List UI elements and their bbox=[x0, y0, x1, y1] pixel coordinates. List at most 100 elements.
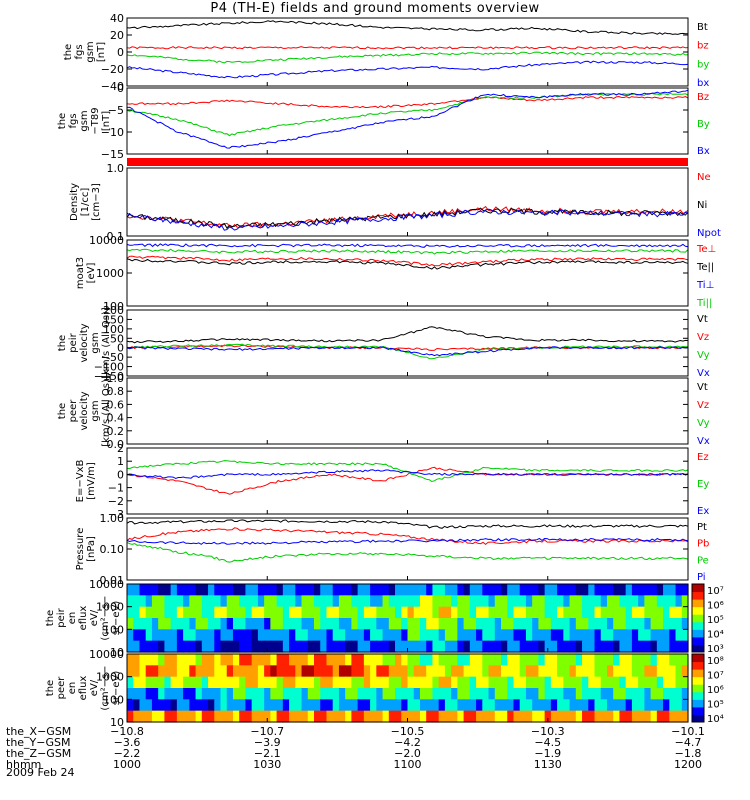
heatmap-cell bbox=[251, 640, 259, 653]
heatmap-cell bbox=[476, 606, 483, 619]
heatmap-cell bbox=[557, 618, 564, 630]
heatmap-cell bbox=[245, 584, 253, 596]
heatmap-cell bbox=[370, 654, 377, 666]
heatmap-cell bbox=[444, 595, 452, 608]
heatmap-cell bbox=[351, 654, 359, 666]
heatmap-cell bbox=[201, 595, 209, 608]
y-tick-label: 1.00 bbox=[100, 512, 125, 525]
heatmap-cell bbox=[463, 676, 471, 689]
heatmap-cell bbox=[176, 665, 184, 678]
heatmap-cell bbox=[675, 584, 683, 596]
heatmap-cell bbox=[407, 606, 415, 619]
heatmap-cell bbox=[600, 640, 608, 653]
footer-row-label: hhmm bbox=[6, 758, 42, 771]
heatmap-cell bbox=[382, 606, 390, 619]
y-tick-label: 2 bbox=[117, 442, 124, 455]
heatmap-cell bbox=[301, 595, 309, 608]
heatmap-cell bbox=[650, 699, 658, 712]
y-axis-label-line: the bbox=[57, 335, 68, 351]
heatmap-cell bbox=[195, 688, 203, 700]
heatmap-cell bbox=[395, 699, 402, 712]
heatmap-cell bbox=[494, 654, 502, 666]
heatmap-cell bbox=[314, 688, 321, 700]
heatmap-cell bbox=[638, 618, 645, 630]
heatmap-cell bbox=[151, 606, 159, 619]
panel-frame bbox=[126, 309, 689, 377]
heatmap-cell bbox=[145, 676, 153, 689]
heatmap-cell bbox=[656, 688, 664, 700]
heatmap-cell bbox=[532, 688, 539, 700]
heatmap-cell bbox=[644, 665, 652, 678]
heatmap-cell bbox=[139, 654, 147, 666]
heatmap-cell bbox=[507, 710, 515, 723]
heatmap-cell bbox=[264, 606, 271, 619]
y-tick-label: 10 bbox=[110, 716, 124, 729]
heatmap-cell bbox=[139, 710, 147, 723]
heatmap-cell bbox=[419, 618, 427, 630]
heatmap-cell bbox=[376, 606, 384, 619]
heatmap-cell bbox=[681, 699, 689, 712]
heatmap-cell bbox=[133, 606, 141, 619]
heatmap-cell bbox=[650, 665, 658, 678]
y-axis-label-line: the bbox=[57, 113, 68, 129]
heatmap-cell bbox=[276, 654, 284, 666]
heatmap-cell bbox=[232, 595, 240, 608]
heatmap-cell bbox=[401, 618, 409, 630]
heatmap-cell bbox=[326, 699, 334, 712]
heatmap-cell bbox=[432, 710, 440, 723]
heatmap-cell bbox=[376, 595, 384, 608]
heatmap-cell bbox=[139, 584, 147, 596]
heatmap-cell bbox=[370, 640, 377, 653]
heatmap-cell bbox=[513, 595, 521, 608]
heatmap-cell bbox=[158, 688, 165, 700]
panel-frame bbox=[126, 447, 689, 515]
heatmap-cell bbox=[525, 606, 533, 619]
heatmap-cell bbox=[395, 618, 402, 630]
heatmap-cell bbox=[170, 654, 178, 666]
heatmap-cell bbox=[513, 629, 521, 642]
heatmap-cell bbox=[638, 665, 645, 678]
heatmap-cell bbox=[363, 676, 371, 689]
heatmap-cell bbox=[619, 654, 627, 666]
heatmap-cell bbox=[176, 584, 184, 596]
y-tick-label: 0.2 bbox=[107, 425, 125, 438]
heatmap-cell bbox=[569, 654, 577, 666]
heatmap-cell bbox=[525, 584, 533, 596]
heatmap-cell bbox=[376, 629, 384, 642]
heatmap-cell bbox=[338, 629, 346, 642]
heatmap-cell bbox=[189, 688, 197, 700]
heatmap-cell bbox=[426, 606, 434, 619]
heatmap-cell bbox=[631, 676, 639, 689]
y-axis-label: thefgsgsm[nT] bbox=[63, 41, 107, 62]
heatmap-cell bbox=[519, 640, 527, 653]
heatmap-cell bbox=[183, 606, 190, 619]
heatmap-cell bbox=[139, 676, 147, 689]
heatmap-cell bbox=[195, 640, 203, 653]
heatmap-cell bbox=[663, 688, 670, 700]
heatmap-cell bbox=[488, 710, 496, 723]
heatmap-cell bbox=[588, 688, 596, 700]
heatmap-cell bbox=[432, 665, 440, 678]
y-axis-label: thepeerenefluxeV/(cm²−s−sr−eV) bbox=[45, 665, 122, 710]
heatmap-cell bbox=[557, 665, 564, 678]
heatmap-cell bbox=[264, 629, 271, 642]
heatmap-cell bbox=[525, 665, 533, 678]
heatmap-cell bbox=[457, 676, 465, 689]
heatmap-cell bbox=[644, 640, 652, 653]
heatmap-cell bbox=[151, 688, 159, 700]
footer-value: −10.7 bbox=[250, 725, 285, 738]
heatmap-cell bbox=[644, 629, 652, 642]
heatmap-cell bbox=[507, 618, 515, 630]
y-axis-label-line: eV/ bbox=[89, 679, 100, 696]
heatmap-cell bbox=[314, 640, 321, 653]
heatmap-cell bbox=[619, 665, 627, 678]
legend-bt: Bt bbox=[697, 22, 708, 33]
heatmap-cell bbox=[251, 710, 259, 723]
heatmap-cell bbox=[494, 699, 502, 712]
heatmap-cell bbox=[669, 654, 677, 666]
footer-value: −1.9 bbox=[534, 747, 562, 760]
y-axis-label: thepeirenefluxeV/(cm²−s−sr−eV) bbox=[45, 595, 122, 640]
heatmap-cell bbox=[270, 629, 278, 642]
y-axis-label-line: gsm bbox=[90, 332, 101, 353]
series-line-ti bbox=[126, 248, 689, 255]
